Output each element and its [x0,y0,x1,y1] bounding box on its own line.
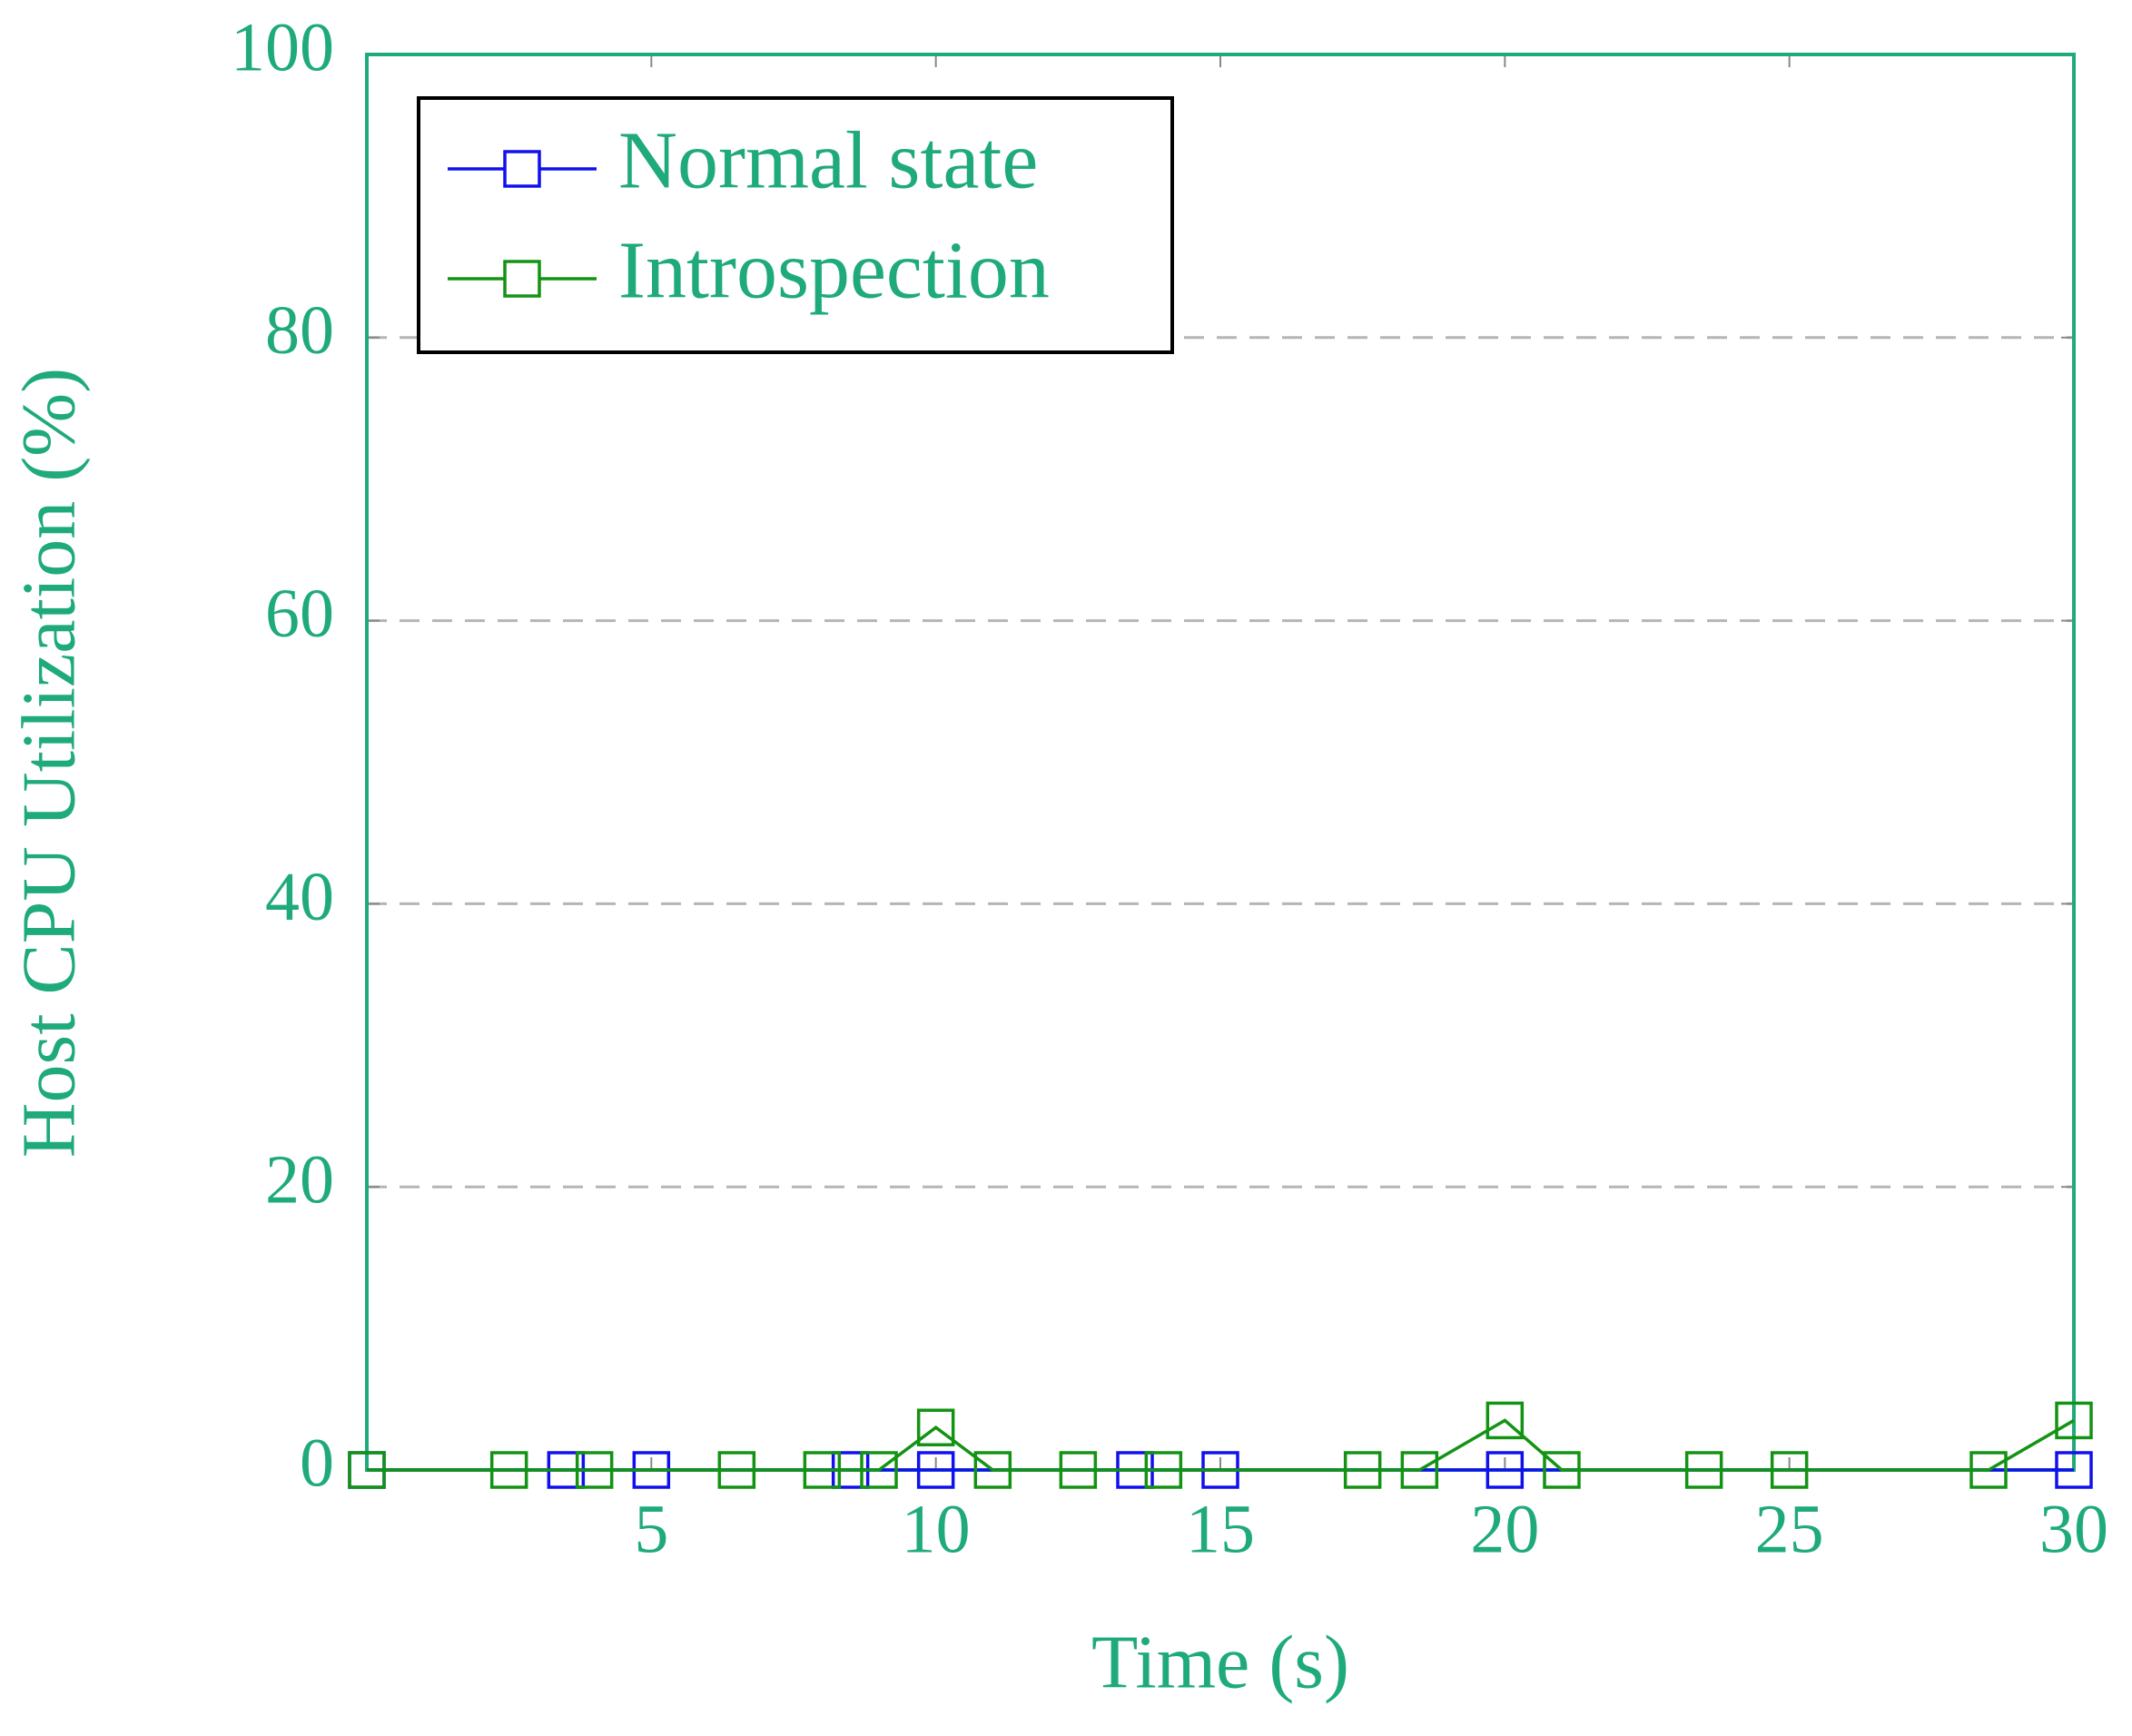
data-point [860,1451,898,1489]
data-point [1343,1451,1382,1489]
data-point [348,1451,386,1489]
data-point [1543,1451,1581,1489]
y-tick-label: 0 [300,1425,334,1501]
y-tick-label: 80 [265,292,334,369]
legend-box [417,96,1174,354]
data-point [1059,1451,1098,1489]
x-axis-label: Time (s) [1091,1620,1349,1704]
y-axis-label: Host CPU Utilization (%) [6,368,91,1158]
legend-marker [503,260,541,298]
data-point [916,1451,955,1489]
y-tick-label: 100 [231,9,334,85]
legend-marker [503,150,541,188]
legend-label: Normal state [618,116,1038,206]
data-point [2055,1451,2093,1489]
data-point [1485,1451,1525,1489]
x-tick-label: 20 [1470,1491,1539,1567]
data-point [1770,1451,1809,1489]
data-point [489,1451,528,1489]
data-point [916,1408,955,1446]
series-line [367,1418,2075,1472]
data-point [1400,1451,1439,1489]
x-tick-label: 30 [2039,1491,2108,1567]
data-point [1684,1451,1723,1489]
data-point [803,1451,842,1489]
data-point [1144,1451,1183,1489]
data-point [717,1451,756,1489]
y-tick-label: 40 [265,859,334,935]
data-point [575,1451,614,1489]
x-tick-label: 5 [634,1491,668,1567]
y-tick-label: 20 [265,1142,334,1218]
data-point [1485,1401,1525,1440]
x-tick-label: 25 [1755,1491,1824,1567]
data-point [2055,1401,2093,1440]
x-tick-label: 10 [902,1491,971,1567]
data-point [1969,1451,2008,1489]
x-tick-label: 15 [1186,1491,1255,1567]
y-tick-label: 60 [265,576,334,652]
data-point [973,1451,1012,1489]
legend-label: Introspection [618,226,1050,316]
